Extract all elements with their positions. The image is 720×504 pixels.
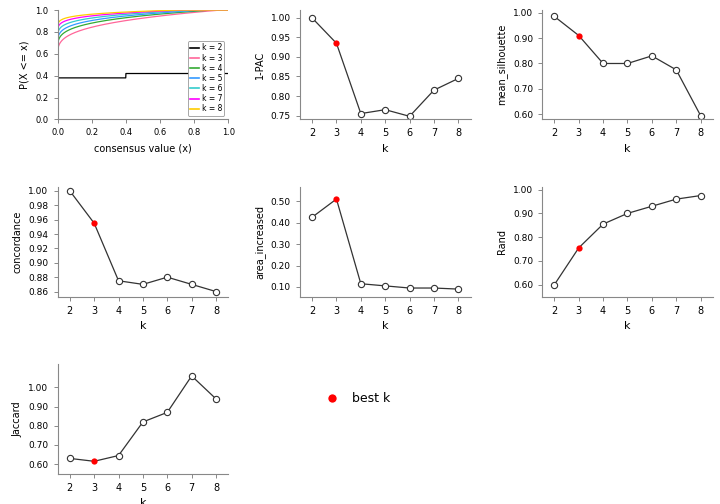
X-axis label: consensus value (x): consensus value (x): [94, 143, 192, 153]
X-axis label: k: k: [382, 144, 389, 154]
Legend: k = 2, k = 3, k = 4, k = 5, k = 6, k = 7, k = 8: k = 2, k = 3, k = 4, k = 5, k = 6, k = 7…: [188, 41, 225, 115]
Y-axis label: area_increased: area_increased: [254, 205, 265, 279]
Legend: best k: best k: [315, 387, 395, 410]
Y-axis label: Rand: Rand: [498, 229, 508, 255]
X-axis label: k: k: [140, 321, 146, 331]
X-axis label: k: k: [624, 321, 631, 331]
Y-axis label: P(X <= x): P(X <= x): [19, 40, 30, 89]
Y-axis label: Jaccard: Jaccard: [13, 401, 23, 437]
Y-axis label: mean_silhouette: mean_silhouette: [497, 24, 508, 105]
X-axis label: k: k: [624, 144, 631, 154]
Y-axis label: 1-PAC: 1-PAC: [255, 50, 265, 79]
X-axis label: k: k: [382, 321, 389, 331]
X-axis label: k: k: [140, 498, 146, 504]
Y-axis label: concordance: concordance: [13, 211, 23, 273]
